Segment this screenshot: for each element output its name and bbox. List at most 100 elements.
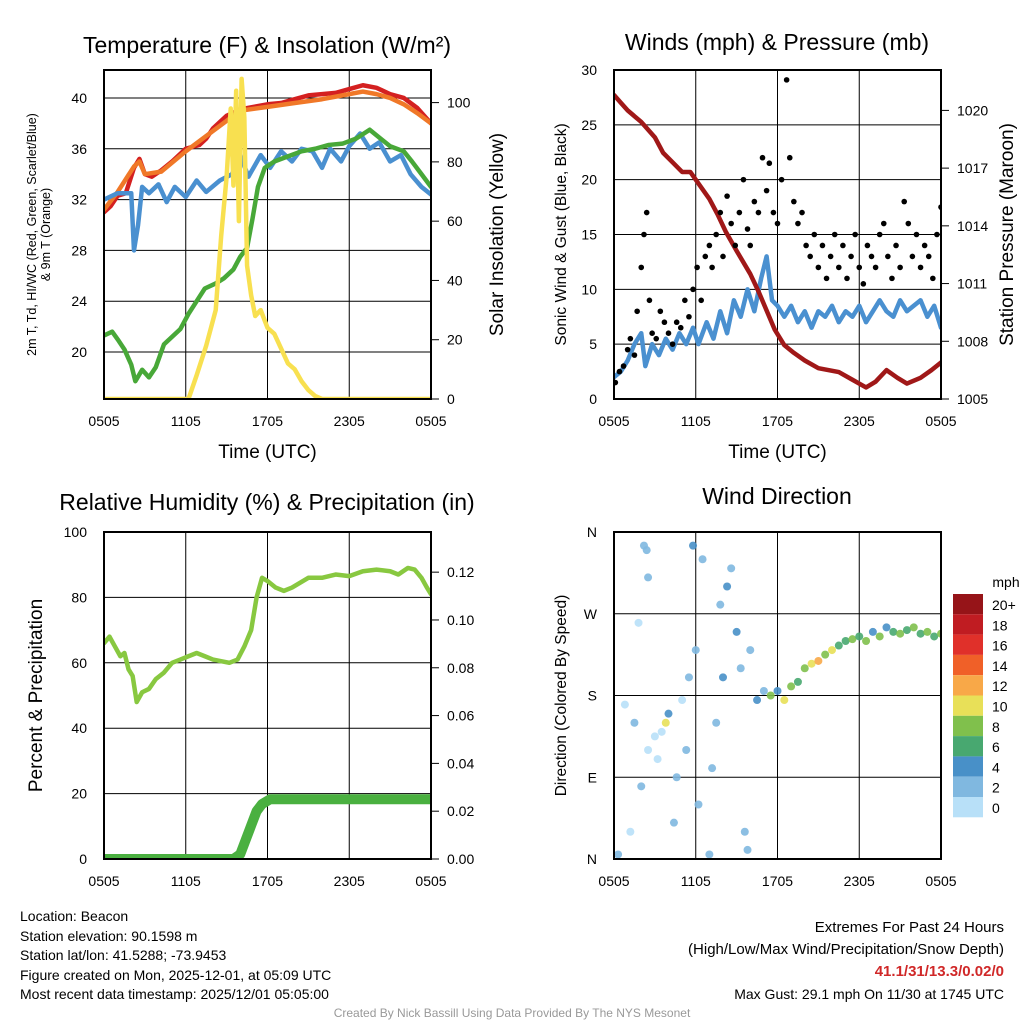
direction-point [855,632,864,641]
gust-point [736,209,743,216]
legend-swatch [953,634,983,655]
direction-point [672,773,681,782]
x-tick-label: 0505 [925,413,956,429]
gust-point [763,187,770,194]
gust-point [848,253,854,260]
y2-axis-label: Solar Insolation (Yellow) [487,133,508,336]
gust-point [740,176,747,183]
y-tick-label: W [584,606,598,622]
legend-label: 14 [992,658,1008,674]
gust-point [803,242,809,249]
gust-point [909,253,916,260]
gust-point [638,264,645,271]
legend-label: 18 [992,617,1008,633]
y2-axis-label: Station Pressure (Maroon) [997,123,1018,346]
direction-point [708,764,717,773]
x-tick-label: 1105 [171,873,201,889]
gust-point [844,275,850,282]
gust-point [889,275,895,282]
gust-point [913,231,920,238]
y-tick-label: 36 [71,141,87,157]
series-relative-humidity [104,565,431,705]
gust-point [795,220,801,227]
direction-point [712,718,721,727]
gust-point [799,209,805,216]
gust-point [665,330,672,337]
station-info: Location: Beacon Station elevation: 90.1… [20,907,331,1005]
x-tick-label: 1105 [681,413,711,429]
direction-point [759,686,768,695]
direction-point [862,637,871,645]
x-tick-label: 1105 [681,873,711,889]
y2-tick-label: 0 [447,391,455,407]
gust-point [728,220,734,227]
y2-tick-label: 0.10 [447,612,474,628]
legend-title: mph [992,574,1019,590]
series-td [104,127,431,384]
y-axis-label: Direction (Colored By Speed) [553,595,570,797]
plot-frame [613,531,942,860]
y-tick-label: 10 [581,281,597,297]
gust-point [747,242,754,249]
gust-point [706,242,713,249]
y-axis-label: Sonic Wind & Gust (Blue, Black) [553,123,570,345]
gust-point [751,198,758,205]
gust-point [921,242,928,249]
series-solar-insolation [104,76,431,399]
direction-point [807,659,816,668]
gust-point [905,220,912,227]
y2-tick-label: 1017 [957,160,988,176]
gust-point [897,264,903,271]
y-tick-label: 40 [71,90,87,106]
gust-point [856,264,863,271]
gust-point [864,242,871,249]
gust-point [852,231,858,238]
extremes-subtitle: (High/Low/Max Wind/Precipitation/Snow De… [688,941,1004,958]
gust-point [616,368,623,375]
direction-point [787,682,796,691]
x-tick-label: 1705 [252,413,283,429]
gust-point [880,220,887,227]
direction-point [634,618,643,627]
gust-point [807,253,813,260]
gust-point [641,231,647,238]
x-tick-label: 2305 [844,413,875,429]
y-tick-label: 60 [71,655,87,671]
direction-point [669,818,678,827]
direction-point [664,709,673,718]
direction-point [614,850,623,859]
gust-point [774,220,781,227]
y2-tick-label: 40 [447,272,463,288]
series-9m-t [104,89,431,212]
direction-point [875,632,884,641]
legend-label: 12 [992,678,1008,694]
gust-point [620,363,627,369]
y-tick-label: 20 [71,786,87,802]
gust-point [831,231,838,238]
gust-point [868,253,875,260]
gust-point [682,297,688,304]
gust-point [624,346,631,353]
gust-point [836,264,842,271]
series-precipitation [104,794,431,859]
max-gust: Max Gust: 29.1 mph On 11/30 at 1745 UTC [734,986,1004,1002]
created: Figure created on Mon, 2025-12-01, at 05… [20,966,332,983]
extremes: Extremes For Past 24 Hours (High/Low/Max… [688,917,1004,1005]
x-tick-label: 1705 [762,873,793,889]
legend-label: 16 [992,638,1008,654]
y-tick-label: 28 [71,242,87,258]
y2-tick-label: 0.04 [447,755,474,771]
y-tick-label: 100 [64,524,88,540]
y2-tick-label: 1008 [957,333,988,349]
direction-point [821,650,830,659]
gust-point [934,231,940,238]
y2-tick-label: 1014 [957,218,988,234]
direction-point [653,755,662,764]
legend-label: 2 [992,780,1000,796]
series-hi-wc [104,131,431,253]
series-sonic-wind [614,254,941,380]
x-tick-label: 0505 [415,873,446,889]
gust-point [755,209,762,216]
gust-point [823,275,830,282]
gust-point [657,308,664,315]
